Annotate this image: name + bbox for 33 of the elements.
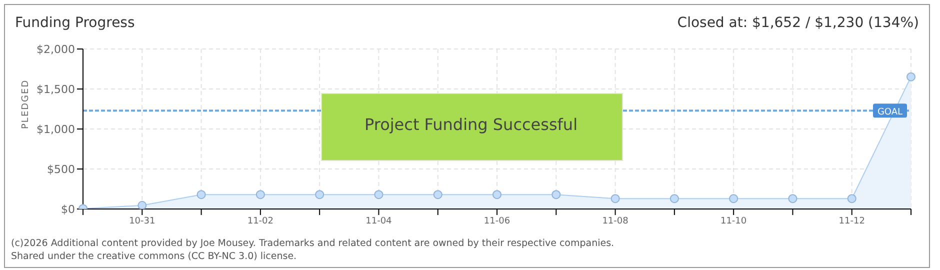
x-tick-label: 10-31 bbox=[129, 216, 156, 226]
y-tick-label: $1,500 bbox=[36, 82, 75, 96]
x-tick-label: 11-02 bbox=[247, 216, 274, 226]
text: (c)2026 Additional content provided by Joe Mousey. Trademarks and related content are owned by their respective companies. bbox=[11, 237, 614, 250]
ref-line-label: GOAL bbox=[877, 108, 903, 118]
chart-title: Funding Progress bbox=[15, 15, 135, 31]
point bbox=[196, 190, 206, 200]
y-axis-title: PLEDGED bbox=[21, 79, 32, 129]
point bbox=[847, 194, 856, 204]
chart-subtitle: Closed at: $1,652 / $1,230 (134%) bbox=[677, 15, 919, 31]
point bbox=[315, 190, 324, 200]
point bbox=[729, 194, 738, 204]
point bbox=[374, 190, 384, 200]
point bbox=[610, 194, 620, 204]
point bbox=[788, 194, 798, 204]
x-tick-label: 11-06 bbox=[484, 216, 510, 226]
y-tick-label: $500 bbox=[47, 162, 75, 176]
y-tick-label: $2,000 bbox=[36, 42, 75, 56]
y-tick-label: $1,000 bbox=[36, 122, 75, 136]
x-tick-label: 11-08 bbox=[602, 216, 629, 226]
annotation: Project Funding Successful bbox=[363, 115, 579, 134]
x-tick-label: 11-12 bbox=[838, 216, 865, 226]
text: Shared under the creative commons (CC BY-NC 3.0) license. bbox=[11, 250, 298, 263]
x-tick-label: 11-04 bbox=[366, 216, 392, 226]
point bbox=[433, 190, 442, 200]
point bbox=[256, 190, 265, 200]
x-tick-label: 11-10 bbox=[720, 216, 747, 226]
point bbox=[492, 190, 502, 200]
point bbox=[906, 72, 916, 82]
point bbox=[138, 200, 147, 209]
point bbox=[670, 194, 679, 204]
point bbox=[552, 190, 561, 200]
y-tick-label: $0 bbox=[61, 202, 75, 216]
